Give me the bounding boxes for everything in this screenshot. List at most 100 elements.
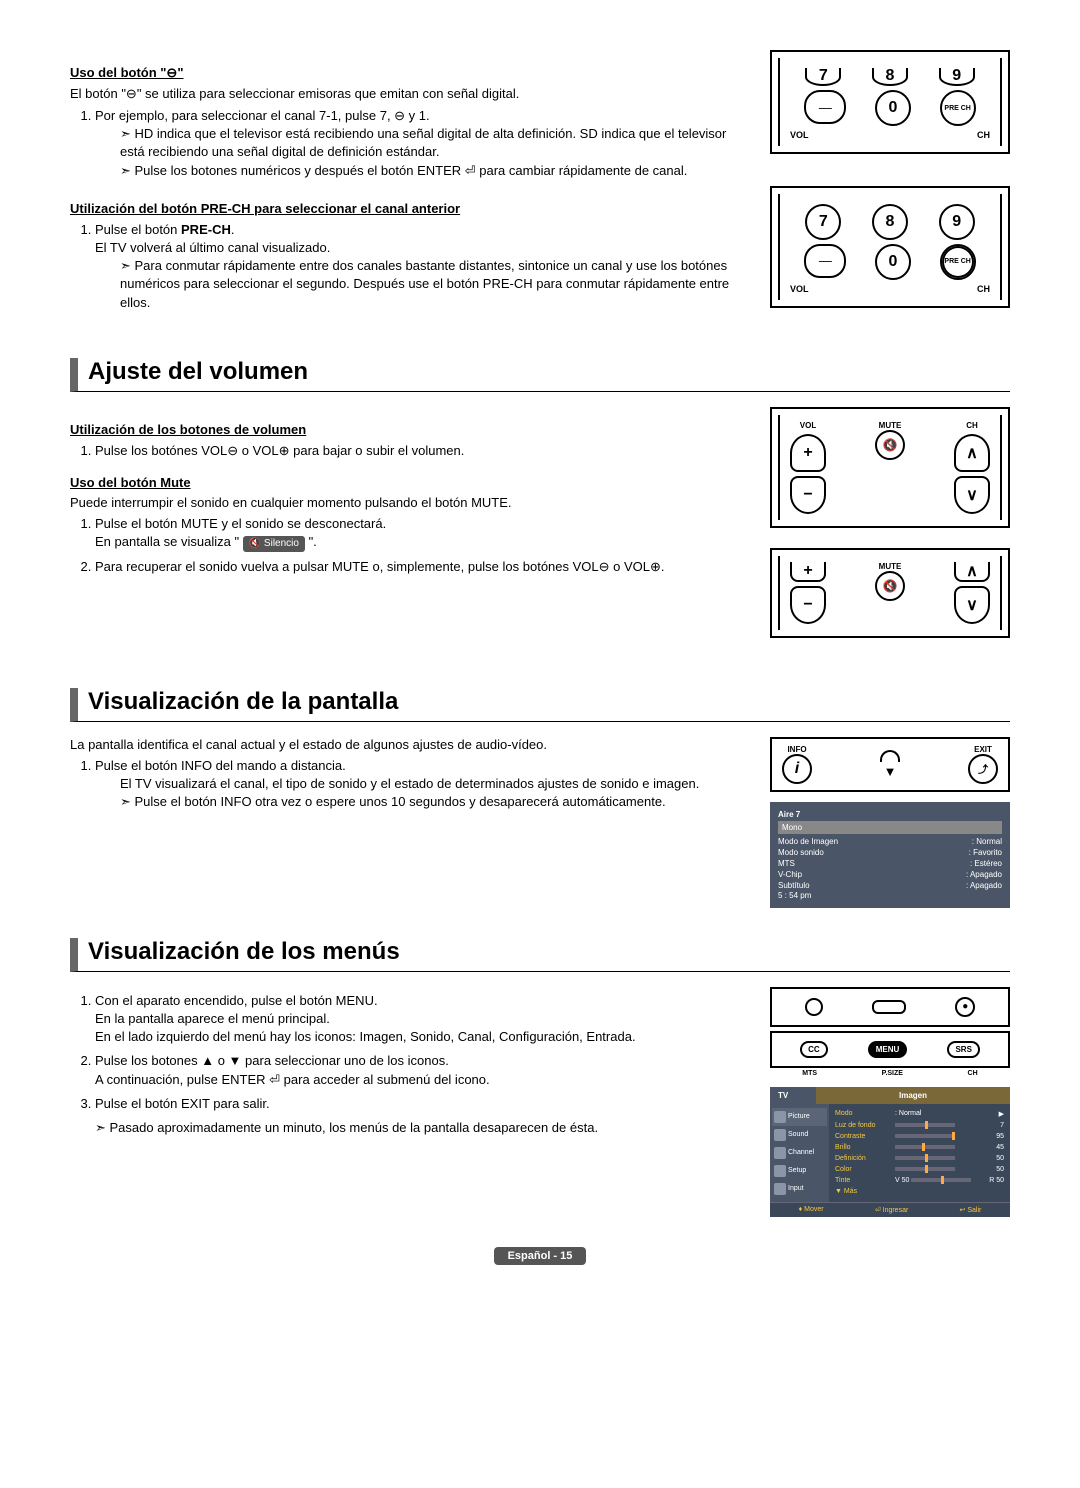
t: Pulse el botón [95,222,181,237]
t: PRE-CH [181,222,231,237]
remote-diagram-1: 7 8 9 — 0 PRE CH VOLCH [770,50,1010,154]
menu-footer-item: ⏎ Ingresar [875,1206,909,1214]
menu-row: Luz de fondo7 [835,1120,1004,1131]
remote-diagram-2: 789 — 0 PRE CH VOLCH [770,186,1010,308]
vol-down-icon: − [790,476,826,514]
info-remote: INFO i ▼ EXIT ⤴ [770,737,1010,792]
t: Pulse el botón INFO del mando a distanci… [95,758,346,773]
l: V-Chip [778,870,802,879]
t: A continuación, pulse ENTER ⏎ para acced… [95,1072,490,1087]
l: MTS [802,1070,817,1077]
menu-osd: TV Imagen PictureSoundChannelSetupInput … [770,1087,1010,1217]
step-text: Por ejemplo, para seleccionar el canal 7… [95,108,430,123]
v: : Normal [972,837,1002,846]
sidebar-item: Setup [772,1162,827,1180]
desc: El TV visualizará el canal, el tipo de s… [120,775,750,793]
vol-label: VOL [790,130,809,140]
step: Con el aparato encendido, pulse el botón… [95,992,750,1047]
v: : Apagado [966,870,1002,879]
l: Modo de Imagen [778,837,838,846]
section-volumen: Ajuste del volumen [70,358,1010,392]
step: Pulse el botón EXIT para salir. [95,1095,750,1113]
t: En la pantalla aparece el menú principal… [95,1011,330,1026]
heading-prech: Utilización del botón PRE-CH para selecc… [70,201,750,216]
note: HD indica que el televisor está recibien… [120,125,750,161]
l: P.SIZE [882,1070,903,1077]
menu-button: MENU [868,1041,908,1058]
sub: Uso del botón Mute [70,475,750,490]
osd-mono: Mono [778,821,1002,834]
note: Pulse los botones numéricos y después el… [120,162,750,180]
osd-title: Aire 7 [778,810,1002,819]
t: . [231,222,235,237]
v: : Apagado [966,881,1002,890]
t: Pulse el botón MUTE y el sonido se desco… [95,516,386,531]
sidebar-item: Picture [772,1108,827,1126]
mute-label: MUTE [879,562,902,571]
vol-up-icon: + [790,434,826,472]
silencio-badge: 🔇 Silencio [243,536,305,552]
note: Para conmutar rápidamente entre dos cana… [120,257,750,312]
cc-button: CC [800,1041,828,1058]
step: Pulse el botón MUTE y el sonido se desco… [95,515,750,552]
menu-remote: ● [770,987,1010,1027]
intro-text: El botón "⊖" se utiliza para seleccionar… [70,86,750,102]
exit-icon: ⤴ [968,754,998,784]
menu-tv: TV [770,1087,816,1104]
remote-vol-2: + − MUTE 🔇 ∧ ∨ [770,548,1010,638]
intro: La pantalla identifica el canal actual y… [70,737,750,752]
t: En pantalla se visualiza " [95,534,243,549]
note: Pasado aproximadamente un minuto, los me… [95,1119,750,1137]
ch-label: CH [977,130,990,140]
menu-imagen: Imagen [816,1087,1010,1104]
menu-remote-2: CC MENU SRS [770,1031,1010,1068]
sub: Utilización de los botones de volumen [70,422,750,437]
l: CH [968,1070,978,1077]
t: Con el aparato encendido, pulse el botón… [95,993,378,1008]
info-icon: i [782,754,812,784]
prech-label: PRE CH [944,258,970,265]
section-menus: Visualización de los menús [70,938,1010,972]
page-number: Español - 15 [494,1247,587,1265]
dash-button: — [804,90,846,124]
v: : Favorito [969,848,1002,857]
step: Por ejemplo, para seleccionar el canal 7… [95,107,750,180]
step: Para recuperar el sonido vuelva a pulsar… [95,558,750,576]
note: Pulse el botón INFO otra vez o espere un… [120,793,750,811]
menu-row: Brillo45 [835,1142,1004,1153]
exit-label: EXIT [968,745,998,754]
step: Pulse los botones ▲ o ▼ para seleccionar… [95,1052,750,1088]
sidebar-item: Channel [772,1144,827,1162]
step: Pulse el botón PRE-CH. El TV volverá al … [95,221,750,312]
v: : Estéreo [970,859,1002,868]
intro: Puede interrumpir el sonido en cualquier… [70,495,750,510]
mute-icon: 🔇 [875,571,905,601]
l: CH [977,284,990,294]
menu-row: Modo: Normal▶ [835,1108,1004,1120]
srs-button: SRS [947,1041,979,1058]
step: Pulse los botónes VOL⊖ o VOL⊕ para bajar… [95,442,750,460]
t: Pulse los botones ▲ o ▼ para seleccionar… [95,1053,449,1068]
sidebar-item: Input [772,1180,827,1198]
ch-up-icon: ∧ [954,434,990,472]
t: ". [305,534,317,549]
l: Subtítulo [778,881,810,890]
menu-row: Color50 [835,1164,1004,1175]
l: MTS [778,859,795,868]
mute-icon: 🔇 [875,430,905,460]
mute-label: MUTE [879,421,902,430]
l: VOL [800,421,816,430]
remote-vol-1: VOL + − MUTE 🔇 CH ∧ ∨ [770,407,1010,528]
menu-row: Definición50 [835,1153,1004,1164]
prech-label: PRE CH [944,105,970,112]
t: El TV volverá al último canal visualizad… [95,240,330,255]
step: Pulse el botón INFO del mando a distanci… [95,757,750,812]
heading-uso-boton: Uso del botón "⊖" [70,65,750,81]
menu-footer-item: ↩ Salir [960,1206,982,1214]
osd-panel: Aire 7 Mono Modo de Imagen: Normal Modo … [770,802,1010,908]
ch-down-icon: ∨ [954,476,990,514]
sidebar-item: Sound [772,1126,827,1144]
l: CH [966,421,978,430]
menu-footer-item: ♦ Mover [799,1206,824,1214]
l: VOL [790,284,809,294]
